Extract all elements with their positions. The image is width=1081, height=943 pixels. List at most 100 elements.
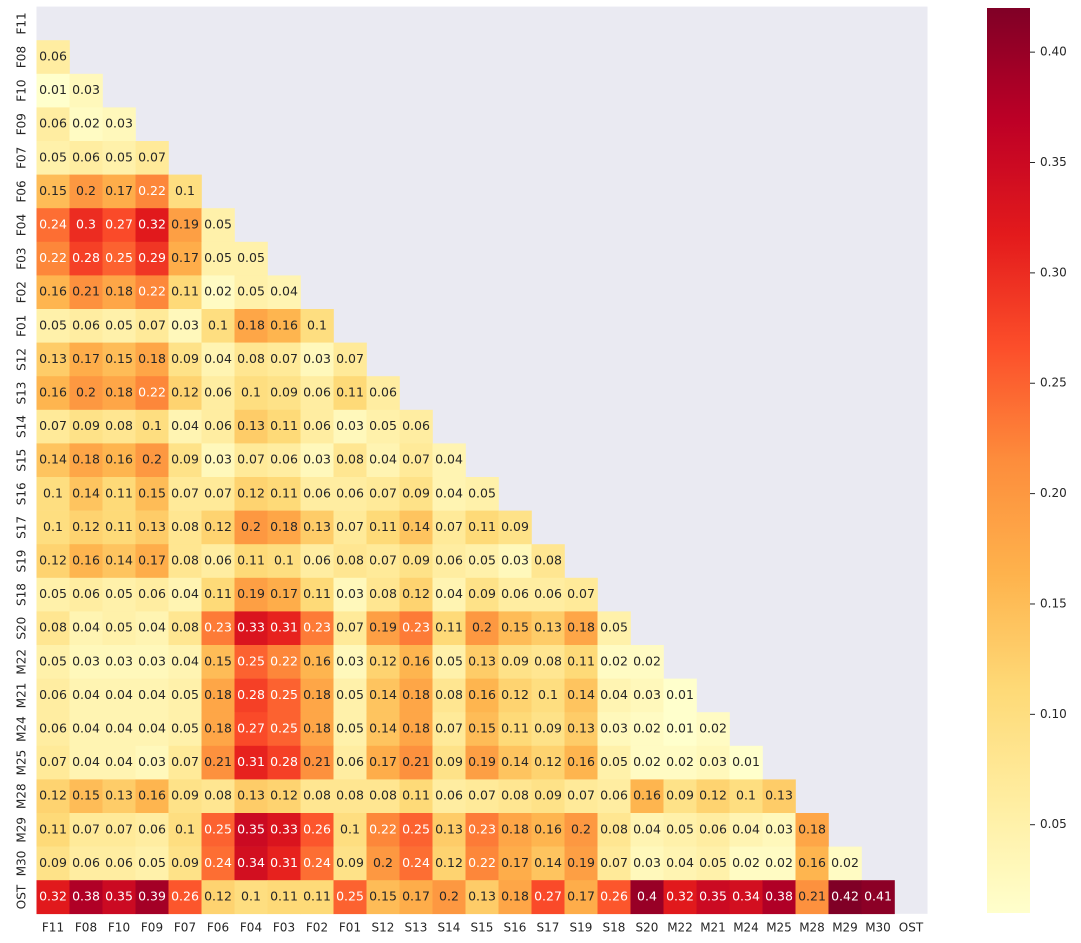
cell-label: 0.25 — [270, 687, 298, 702]
cell-label: 0.06 — [336, 485, 364, 500]
cell-label: 0.19 — [369, 620, 397, 635]
cell-label: 0.18 — [237, 317, 265, 332]
x-tick-label: F08 — [75, 921, 97, 935]
cell-label: 0.4 — [637, 889, 657, 904]
cell-label: 0.18 — [204, 721, 232, 736]
heatmap-cell — [168, 577, 202, 612]
cell-label: 0.09 — [336, 855, 364, 870]
cell-label: 0.1 — [274, 553, 294, 568]
x-tick-label: F02 — [306, 921, 328, 935]
cell-label: 0.08 — [171, 620, 199, 635]
cell-label: 0.12 — [270, 788, 298, 803]
cell-label: 0.01 — [732, 754, 760, 769]
cell-label: 0.09 — [501, 653, 529, 668]
heatmap-cell — [432, 880, 466, 915]
cell-label: 0.09 — [72, 418, 100, 433]
heatmap-cell — [432, 577, 466, 612]
heatmap-cell — [69, 342, 103, 377]
heatmap-cell — [531, 813, 565, 847]
heatmap-cell — [432, 443, 466, 478]
heatmap-cell — [366, 880, 400, 915]
heatmap-cell — [69, 510, 103, 545]
cell-label: 0.21 — [72, 284, 100, 299]
heatmap-cell — [69, 241, 103, 276]
heatmap-cell — [201, 510, 235, 545]
heatmap-cell — [729, 846, 763, 881]
cell-label: 0.09 — [402, 553, 430, 568]
colorbar-tick-label: 0.40 — [1040, 45, 1067, 59]
heatmap-cell — [102, 645, 136, 679]
cell-label: 0.12 — [369, 653, 397, 668]
cell-label: 0.12 — [39, 553, 67, 568]
cell-label: 0.07 — [435, 519, 463, 534]
cell-label: 0.1 — [736, 788, 756, 803]
heatmap-cell — [333, 745, 367, 780]
y-tick-label: S17 — [15, 516, 29, 539]
cell-label: 0.2 — [472, 620, 492, 635]
heatmap-cell — [465, 611, 499, 646]
heatmap-cell — [795, 846, 829, 881]
cell-label: 0.14 — [72, 485, 100, 500]
cell-label: 0.07 — [435, 721, 463, 736]
cell-label: 0.06 — [39, 687, 67, 702]
cell-label: 0.11 — [270, 418, 298, 433]
y-tick-label: S16 — [15, 482, 29, 505]
cell-label: 0.14 — [369, 721, 397, 736]
heatmap-cell — [366, 846, 400, 881]
heatmap-cell — [399, 409, 433, 444]
cell-label: 0.31 — [270, 620, 298, 635]
cell-label: 0.11 — [303, 889, 331, 904]
colorbar-tick-label: 0.10 — [1040, 707, 1067, 721]
heatmap-cell — [102, 275, 136, 310]
cell-label: 0.12 — [501, 687, 529, 702]
cell-label: 0.1 — [43, 485, 63, 500]
cell-label: 0.22 — [468, 855, 496, 870]
cell-label: 0.32 — [39, 889, 67, 904]
heatmap-cell — [69, 141, 103, 175]
heatmap-cell — [102, 745, 136, 780]
heatmap-cell — [201, 880, 235, 915]
cell-label: 0.05 — [369, 418, 397, 433]
cell-label: 0.07 — [369, 485, 397, 500]
heatmap-cell — [267, 712, 301, 747]
heatmap-cell — [300, 409, 334, 444]
cell-label: 0.1 — [175, 183, 195, 198]
heatmap-cell — [267, 779, 301, 814]
cell-label: 0.31 — [237, 754, 265, 769]
cell-label: 0.16 — [303, 653, 331, 668]
cell-label: 0.06 — [369, 385, 397, 400]
heatmap-cell — [597, 611, 631, 646]
cell-label: 0.2 — [76, 385, 96, 400]
cell-label: 0.08 — [171, 519, 199, 534]
cell-label: 0.06 — [336, 754, 364, 769]
cell-label: 0.12 — [534, 754, 562, 769]
heatmap-cell — [168, 645, 202, 679]
heatmap-cell — [399, 779, 433, 814]
heatmap-cell — [36, 241, 70, 276]
cell-label: 0.2 — [241, 519, 261, 534]
heatmap-cell — [333, 409, 367, 444]
y-tick-label: F02 — [15, 281, 29, 303]
cell-label: 0.09 — [171, 351, 199, 366]
heatmap-cell — [168, 376, 202, 411]
heatmap-cell — [69, 779, 103, 814]
x-tick-label: M24 — [733, 921, 759, 935]
heatmap-cell — [135, 443, 169, 478]
heatmap-cell — [36, 544, 70, 579]
heatmap-cell — [696, 846, 730, 881]
cell-label: 0.06 — [303, 553, 331, 568]
heatmap-cell — [300, 443, 334, 478]
cell-label: 0.01 — [666, 721, 694, 736]
cell-label: 0.08 — [336, 452, 364, 467]
y-tick-label: F01 — [15, 315, 29, 337]
heatmap-cell — [201, 409, 235, 444]
heatmap-cell — [498, 544, 532, 579]
heatmap-cell — [597, 813, 631, 847]
x-tick-label: M25 — [766, 921, 792, 935]
heatmap-cell — [102, 477, 136, 511]
heatmap-cell — [696, 813, 730, 847]
cell-label: 0.05 — [171, 687, 199, 702]
heatmap-cell — [69, 174, 103, 209]
heatmap-cell — [36, 141, 70, 175]
y-tick-label: F10 — [15, 80, 29, 102]
